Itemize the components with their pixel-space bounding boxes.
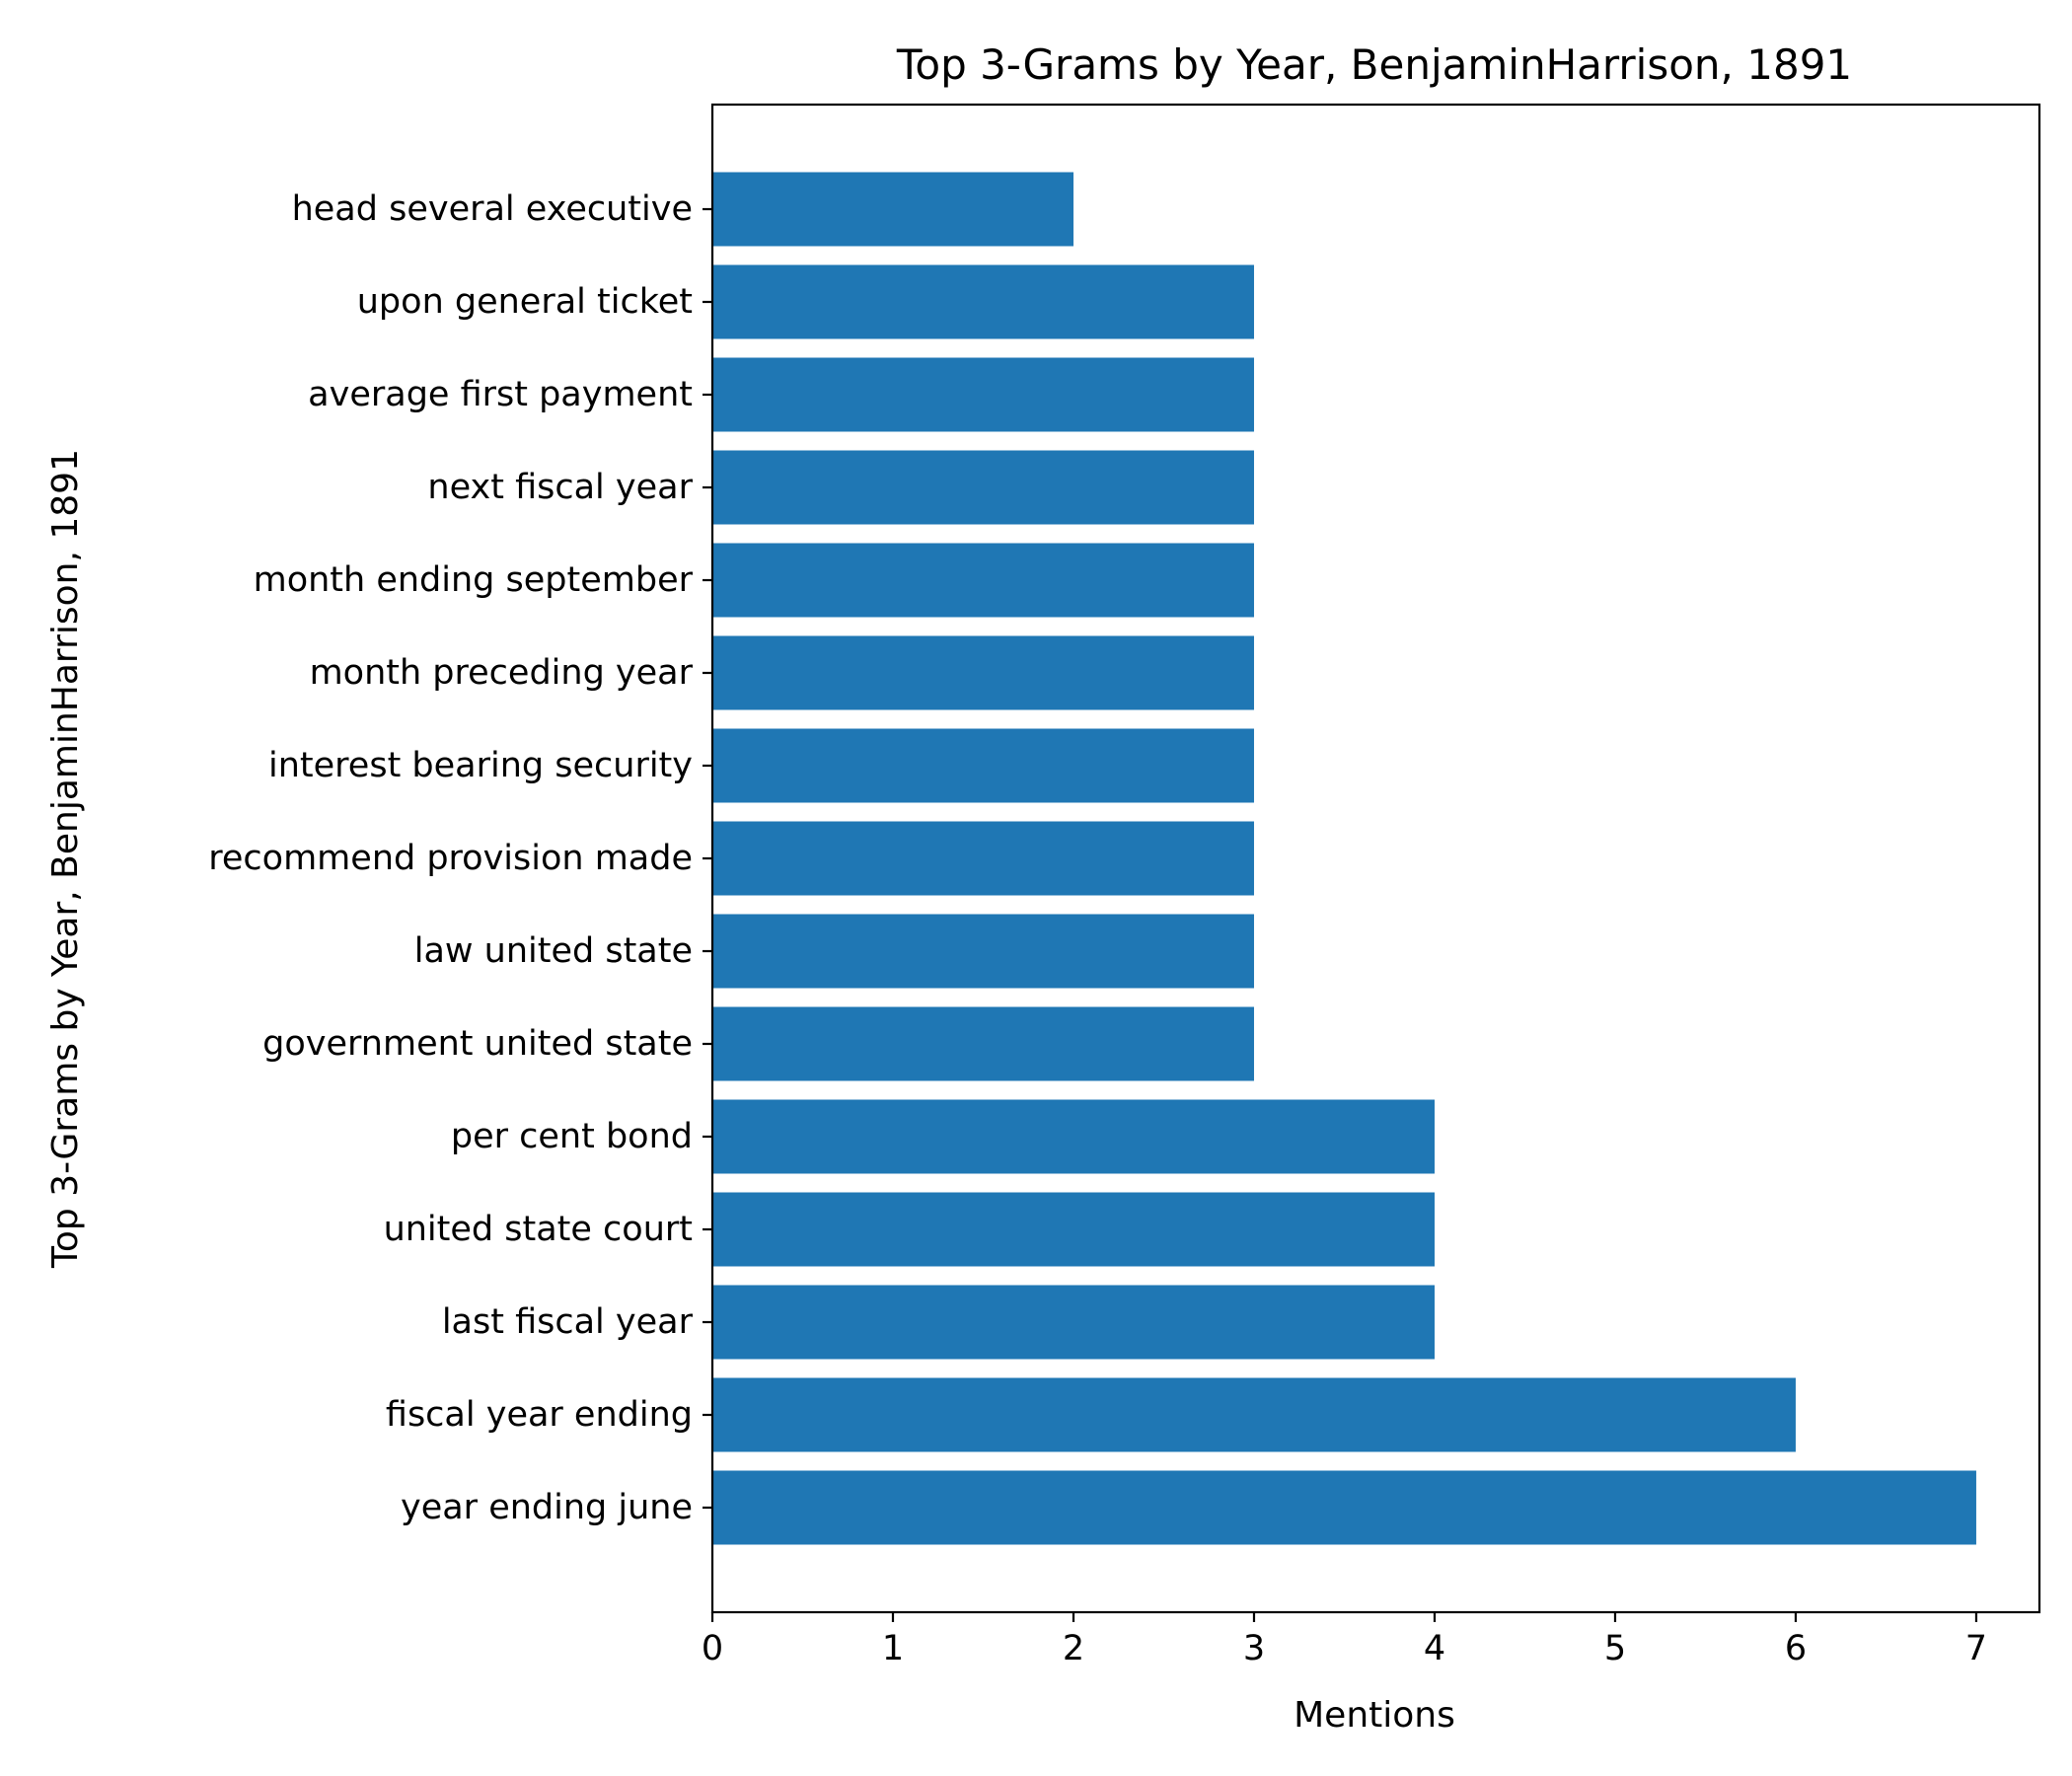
- plot-frame: [710, 103, 2041, 1614]
- bar-month-preceding-year: [712, 635, 1254, 710]
- x-tick-label: 3: [1243, 1629, 1265, 1668]
- y-tick-label: law united state: [414, 931, 693, 971]
- chart-title: Top 3-Grams by Year, BenjaminHarrison, 1…: [896, 40, 1852, 89]
- bar-average-first-payment: [712, 357, 1254, 432]
- x-tick-label: 0: [702, 1629, 723, 1668]
- bars-group: [712, 172, 1976, 1545]
- bar-recommend-provision-made: [712, 821, 1254, 896]
- bar-government-united-state: [712, 1006, 1254, 1081]
- x-tick-label: 5: [1604, 1629, 1626, 1668]
- y-tick-label: fiscal year ending: [386, 1395, 693, 1435]
- y-tick-label: recommend provision made: [208, 839, 693, 878]
- y-tick-label: year ending june: [401, 1488, 693, 1527]
- bar-united-state-court: [712, 1192, 1435, 1267]
- y-tick-label: interest bearing security: [268, 746, 693, 785]
- bar-fiscal-year-ending: [712, 1377, 1796, 1452]
- y-tick-label: head several executive: [292, 189, 693, 229]
- y-axis-label: Top 3-Grams by Year, BenjaminHarrison, 1…: [45, 449, 86, 1269]
- y-tick-label: government united state: [262, 1024, 693, 1064]
- y-tick-label: month ending september: [254, 560, 694, 600]
- y-tick-label: per cent bond: [451, 1117, 693, 1156]
- bar-interest-bearing-security: [712, 728, 1254, 803]
- bar-month-ending-september: [712, 543, 1254, 618]
- x-axis-label: Mentions: [1294, 1695, 1455, 1736]
- x-tick-label: 4: [1424, 1629, 1445, 1668]
- y-ticks-group: year ending june fiscal year ending last f…: [208, 189, 712, 1527]
- bar-upon-general-ticket: [712, 264, 1254, 339]
- bar-year-ending-june: [712, 1470, 1976, 1545]
- bar-next-fiscal-year: [712, 450, 1254, 525]
- x-tick-label: 6: [1785, 1629, 1807, 1668]
- bar-head-several-executive: [712, 172, 1073, 247]
- x-tick-label: 1: [882, 1629, 904, 1668]
- y-tick-label: average first payment: [308, 375, 693, 414]
- x-ticks-group: 0 1 2 3 4 5 6 7: [702, 1612, 1987, 1668]
- y-tick-label: upon general ticket: [357, 282, 693, 322]
- y-tick-label: month preceding year: [310, 653, 694, 693]
- bar-law-united-state: [712, 914, 1254, 989]
- x-tick-label: 7: [1965, 1629, 1987, 1668]
- y-tick-label: next fiscal year: [427, 468, 693, 507]
- x-tick-label: 2: [1063, 1629, 1084, 1668]
- bar-last-fiscal-year: [712, 1285, 1435, 1360]
- y-tick-label: last fiscal year: [442, 1302, 694, 1342]
- y-tick-label: united state court: [384, 1210, 693, 1249]
- bar-per-cent-bond: [712, 1099, 1435, 1174]
